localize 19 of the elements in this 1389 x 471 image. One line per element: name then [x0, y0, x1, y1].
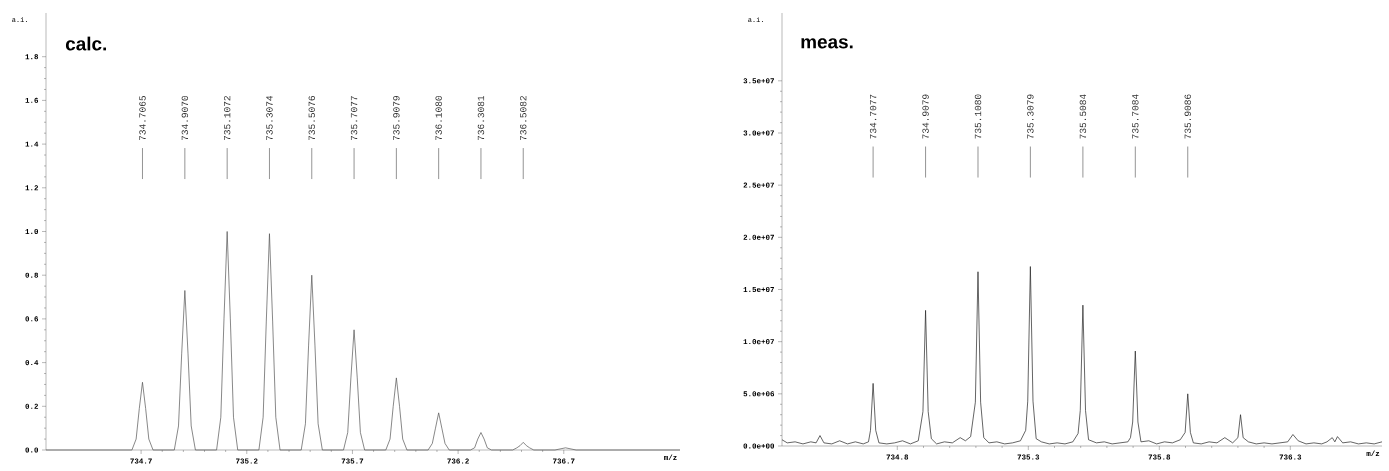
annotation: 735.9079: [393, 96, 400, 141]
annotation: 736.1080: [435, 96, 442, 141]
annotation: 735.5084: [1079, 94, 1087, 139]
text: calc.: [65, 36, 107, 51]
annotation: 734.9070: [181, 96, 189, 141]
annotation: 735.3074: [266, 95, 273, 141]
annotation: 736.5082: [520, 96, 527, 141]
annotation: 736.3081: [477, 95, 485, 141]
annotation: 735.5076: [308, 96, 315, 141]
text: meas.: [801, 38, 853, 49]
annotation: 734.7065: [139, 96, 146, 141]
annotation: 735.1072: [223, 96, 231, 141]
annotation: 735.7084: [1132, 94, 1139, 139]
annotation: 735.9086: [1184, 94, 1191, 139]
annotation: 735.3079: [1027, 94, 1034, 139]
annotation: 734.7077: [869, 94, 877, 139]
annotation: 735.7077: [350, 96, 358, 141]
annotation: 734.9079: [922, 94, 929, 139]
annotation: 735.1080: [974, 94, 982, 139]
